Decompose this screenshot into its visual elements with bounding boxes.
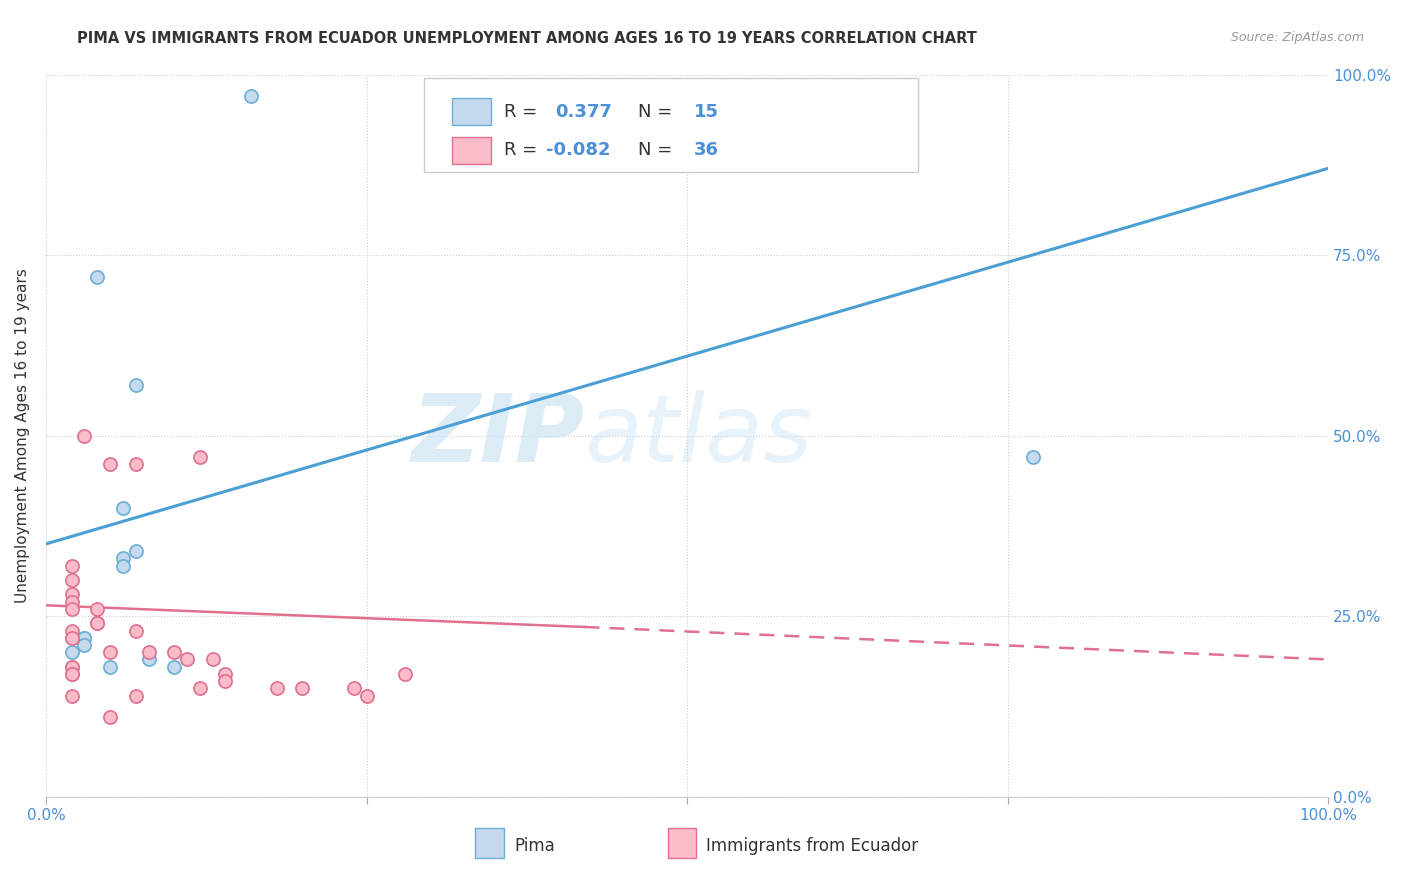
Point	[60, 659, 83, 673]
Point	[138, 645, 160, 659]
Point	[73, 631, 96, 645]
Text: 36: 36	[693, 142, 718, 160]
Point	[60, 645, 83, 659]
Bar	[668, 828, 696, 858]
Point	[60, 659, 83, 673]
Point	[60, 667, 83, 681]
Point	[163, 659, 186, 673]
Bar	[475, 828, 503, 858]
Point	[125, 689, 148, 703]
Text: atlas: atlas	[585, 390, 813, 481]
Point	[125, 458, 148, 472]
Point	[86, 269, 108, 284]
Point	[60, 558, 83, 573]
Point	[86, 616, 108, 631]
Point	[214, 667, 236, 681]
Point	[201, 652, 224, 666]
Point	[138, 652, 160, 666]
Point	[1022, 450, 1045, 465]
Point	[98, 645, 121, 659]
Point	[73, 631, 96, 645]
Text: 15: 15	[693, 103, 718, 120]
Point	[291, 681, 314, 696]
Point	[163, 645, 186, 659]
Text: R =: R =	[503, 142, 543, 160]
Point	[98, 458, 121, 472]
Point	[60, 587, 83, 601]
Point	[60, 631, 83, 645]
Text: PIMA VS IMMIGRANTS FROM ECUADOR UNEMPLOYMENT AMONG AGES 16 TO 19 YEARS CORRELATI: PIMA VS IMMIGRANTS FROM ECUADOR UNEMPLOY…	[77, 31, 977, 46]
Point	[60, 602, 83, 616]
Text: Pima: Pima	[515, 837, 555, 855]
Point	[111, 558, 134, 573]
Point	[86, 616, 108, 631]
Point	[125, 624, 148, 638]
Point	[188, 681, 211, 696]
Text: -0.082: -0.082	[546, 142, 610, 160]
Point	[60, 595, 83, 609]
Point	[214, 674, 236, 689]
Point	[60, 573, 83, 587]
Text: Source: ZipAtlas.com: Source: ZipAtlas.com	[1230, 31, 1364, 45]
Text: R =: R =	[503, 103, 543, 120]
Point	[343, 681, 366, 696]
Point	[125, 544, 148, 558]
Point	[73, 638, 96, 652]
Bar	[453, 98, 491, 125]
Point	[176, 652, 198, 666]
Text: ZIP: ZIP	[412, 390, 585, 482]
Point	[73, 428, 96, 442]
Point	[60, 689, 83, 703]
Point	[98, 659, 121, 673]
Point	[188, 450, 211, 465]
Point	[86, 602, 108, 616]
FancyBboxPatch shape	[425, 78, 918, 172]
Text: Immigrants from Ecuador: Immigrants from Ecuador	[706, 837, 918, 855]
Text: N =: N =	[638, 103, 678, 120]
Point	[125, 378, 148, 392]
Point	[394, 667, 416, 681]
Point	[60, 624, 83, 638]
Y-axis label: Unemployment Among Ages 16 to 19 years: Unemployment Among Ages 16 to 19 years	[15, 268, 30, 603]
Point	[240, 89, 263, 103]
Text: N =: N =	[638, 142, 678, 160]
Point	[60, 667, 83, 681]
Text: 0.377: 0.377	[555, 103, 612, 120]
Point	[60, 631, 83, 645]
Bar	[453, 136, 491, 164]
Point	[98, 710, 121, 724]
Point	[111, 551, 134, 566]
Point	[111, 500, 134, 515]
Point	[356, 689, 378, 703]
Point	[266, 681, 288, 696]
